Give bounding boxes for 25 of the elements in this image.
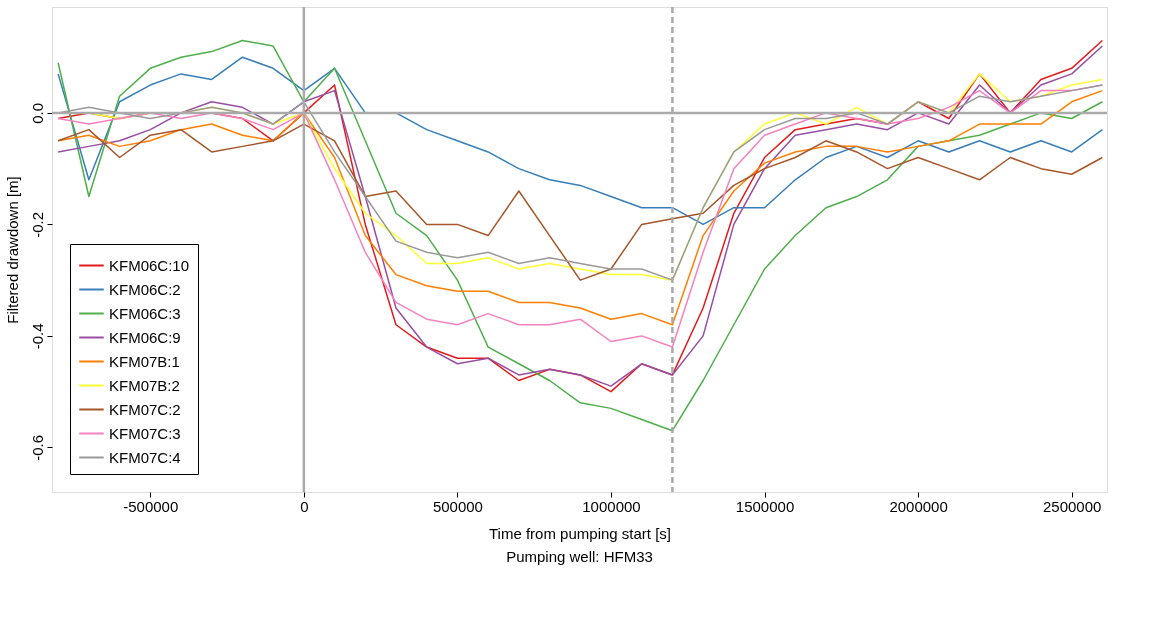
- y-tick-label: -0.6: [28, 434, 46, 461]
- legend-label: KFM07B:2: [109, 376, 180, 394]
- legend-label: KFM06C:2: [109, 280, 181, 298]
- legend-label: KFM06C:3: [109, 304, 181, 322]
- legend-label: KFM07C:4: [109, 448, 181, 466]
- x-tick-label: 1000000: [582, 497, 641, 515]
- legend-label: KFM07C:3: [109, 424, 181, 442]
- y-tick-label: -0.2: [28, 211, 46, 238]
- legend-label: KFM07B:1: [109, 352, 180, 370]
- x-axis-title: Time from pumping start [s]: [489, 524, 671, 542]
- text: Pumping well: HFM33: [506, 548, 653, 565]
- y-tick-label: 0.0: [28, 102, 46, 124]
- line-series: [57, 123, 1104, 281]
- x-tick-label: 500000: [432, 497, 483, 515]
- legend-label: KFM06C:9: [109, 328, 181, 346]
- legend-label: KFM07C:2: [109, 400, 181, 418]
- x-tick-label: 0: [300, 497, 309, 515]
- legend-label: KFM06C:10: [109, 256, 190, 274]
- y-axis-title: Filtered drawdown [m]: [3, 176, 21, 324]
- line-series: [57, 56, 1104, 226]
- y-tick-label: -0.4: [28, 323, 46, 350]
- x-tick-label: -500000: [123, 497, 179, 515]
- x-tick-label: 1500000: [735, 497, 795, 515]
- x-tick-label: 2000000: [889, 497, 948, 515]
- x-tick-label: 2500000: [1042, 497, 1102, 515]
